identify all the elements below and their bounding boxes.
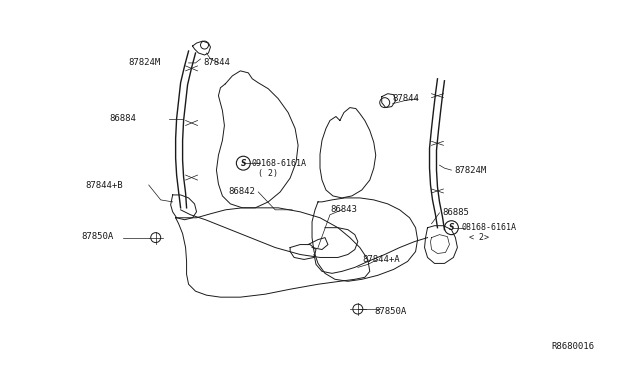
Text: R8680016: R8680016 bbox=[551, 342, 594, 351]
Text: 87850A: 87850A bbox=[81, 232, 113, 241]
Text: 87844+A: 87844+A bbox=[363, 255, 401, 264]
Text: 09168-6161A: 09168-6161A bbox=[252, 159, 307, 168]
Text: ( 2): ( 2) bbox=[259, 169, 278, 177]
Text: 87824M: 87824M bbox=[454, 166, 486, 174]
Text: S: S bbox=[449, 223, 454, 232]
Text: 86884: 86884 bbox=[109, 114, 136, 123]
Text: 86885: 86885 bbox=[442, 208, 469, 217]
Text: < 2>: < 2> bbox=[469, 233, 490, 242]
Text: 86842: 86842 bbox=[228, 187, 255, 196]
Text: 87844: 87844 bbox=[204, 58, 230, 67]
Text: 87844: 87844 bbox=[393, 94, 420, 103]
Text: 87844+B: 87844+B bbox=[85, 180, 123, 189]
Text: 87824M: 87824M bbox=[129, 58, 161, 67]
Text: S: S bbox=[241, 159, 246, 168]
Text: 87850A: 87850A bbox=[375, 307, 407, 315]
Text: 86843: 86843 bbox=[330, 205, 357, 214]
Text: 08168-6161A: 08168-6161A bbox=[461, 223, 516, 232]
